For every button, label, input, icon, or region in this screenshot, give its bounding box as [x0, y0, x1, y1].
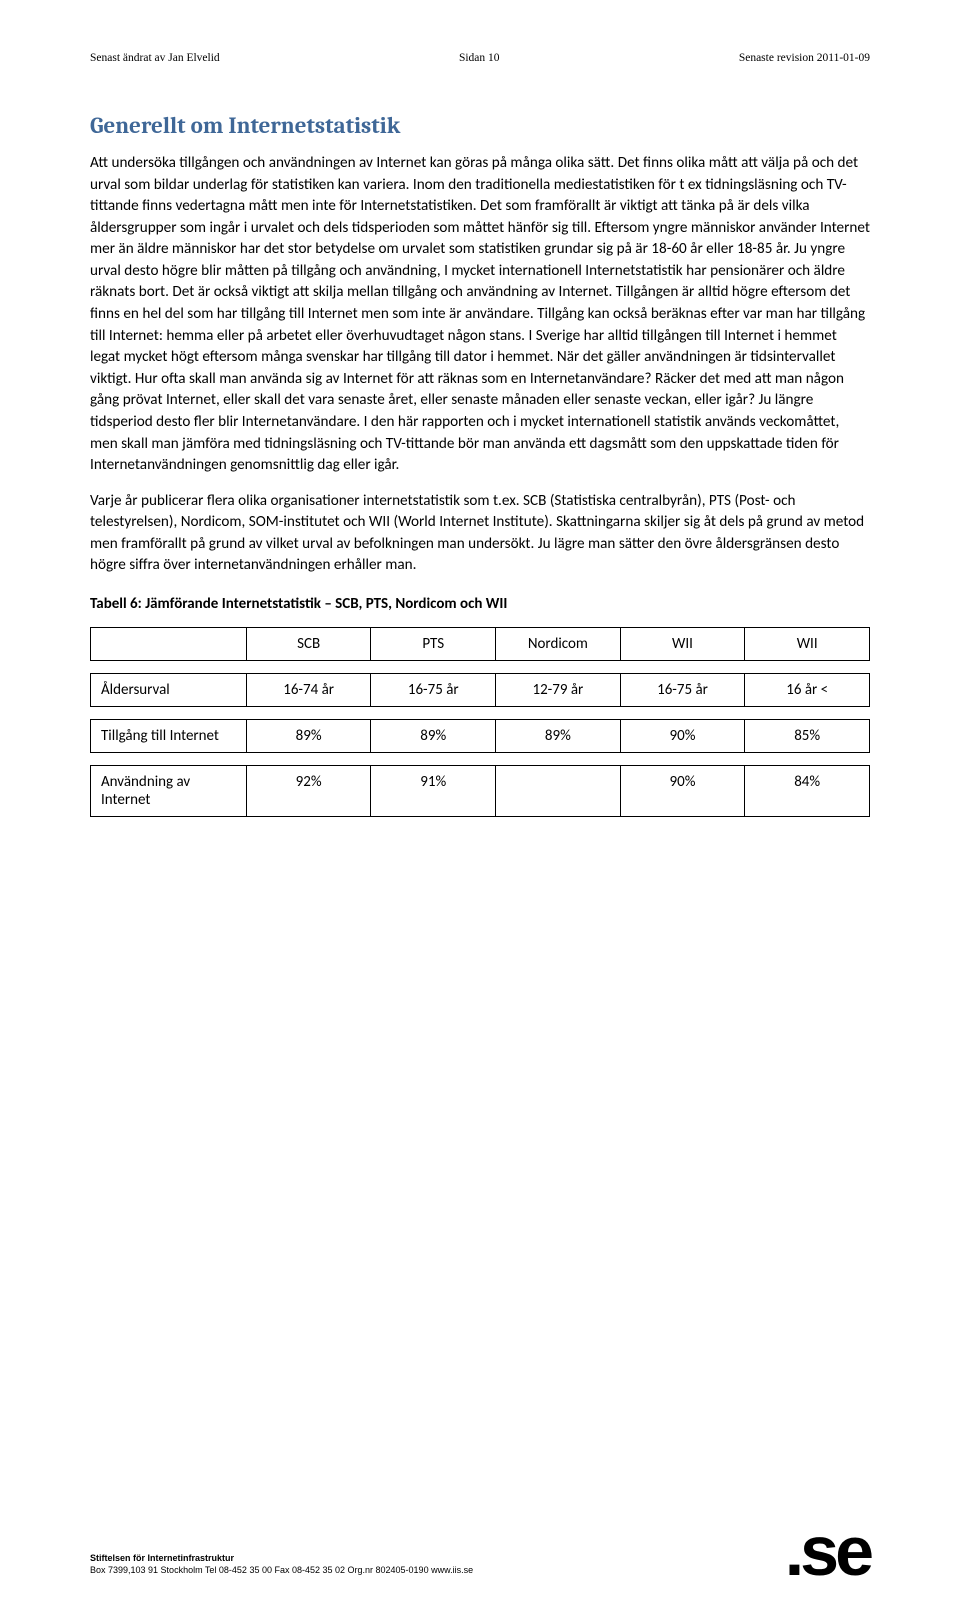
table-cell: 16 år < [745, 673, 870, 706]
footer-text: Stiftelsen för Internetinfrastruktur Box… [90, 1552, 473, 1576]
se-logo-icon: .se [785, 1527, 870, 1576]
page-title: Generellt om Internetstatistik [90, 112, 870, 139]
table-spacer [91, 706, 870, 719]
table-header-cell: WII [745, 627, 870, 660]
header-center: Sidan 10 [459, 52, 500, 64]
table-row: Åldersurval 16-74 år 16-75 år 12-79 år 1… [91, 673, 870, 706]
table-header-cell: SCB [246, 627, 371, 660]
table-cell: Användning av Internet [91, 765, 247, 816]
table-cell: 84% [745, 765, 870, 816]
table-cell: 90% [620, 765, 745, 816]
table-cell: 92% [246, 765, 371, 816]
table-cell [496, 765, 621, 816]
table-cell: 89% [371, 719, 496, 752]
footer-details: Box 7399,103 91 Stockholm Tel 08-452 35 … [90, 1564, 473, 1576]
table-header-cell: WII [620, 627, 745, 660]
table-header-cell: Nordicom [496, 627, 621, 660]
table-cell: 85% [745, 719, 870, 752]
page: Senast ändrat av Jan Elvelid Sidan 10 Se… [0, 0, 960, 1604]
table-cell: 89% [246, 719, 371, 752]
table-cell: Åldersurval [91, 673, 247, 706]
table-cell: 16-74 år [246, 673, 371, 706]
table-header-row: SCB PTS Nordicom WII WII [91, 627, 870, 660]
table-cell: 16-75 år [620, 673, 745, 706]
table-cell: 90% [620, 719, 745, 752]
table-cell: Tillgång till Internet [91, 719, 247, 752]
table-spacer [91, 752, 870, 765]
header-left: Senast ändrat av Jan Elvelid [90, 52, 220, 64]
comparison-table: SCB PTS Nordicom WII WII Åldersurval 16-… [90, 627, 870, 817]
footer-org: Stiftelsen för Internetinfrastruktur [90, 1552, 473, 1564]
table-cell: 12-79 år [496, 673, 621, 706]
page-footer: Stiftelsen för Internetinfrastruktur Box… [90, 1527, 870, 1576]
table-header-cell: PTS [371, 627, 496, 660]
table-cell: 16-75 år [371, 673, 496, 706]
table-header-cell [91, 627, 247, 660]
table-row: Användning av Internet 92% 91% 90% 84% [91, 765, 870, 816]
header-right: Senaste revision 2011-01-09 [739, 52, 870, 64]
paragraph-2: Varje år publicerar flera olika organisa… [90, 491, 870, 577]
table-row: Tillgång till Internet 89% 89% 89% 90% 8… [91, 719, 870, 752]
table-spacer [91, 660, 870, 673]
table-caption: Tabell 6: Jämförande Internetstatistik –… [90, 595, 870, 613]
table-cell: 91% [371, 765, 496, 816]
paragraph-1: Att undersöka tillgången och användninge… [90, 153, 870, 477]
table-cell: 89% [496, 719, 621, 752]
page-header: Senast ändrat av Jan Elvelid Sidan 10 Se… [90, 52, 870, 64]
